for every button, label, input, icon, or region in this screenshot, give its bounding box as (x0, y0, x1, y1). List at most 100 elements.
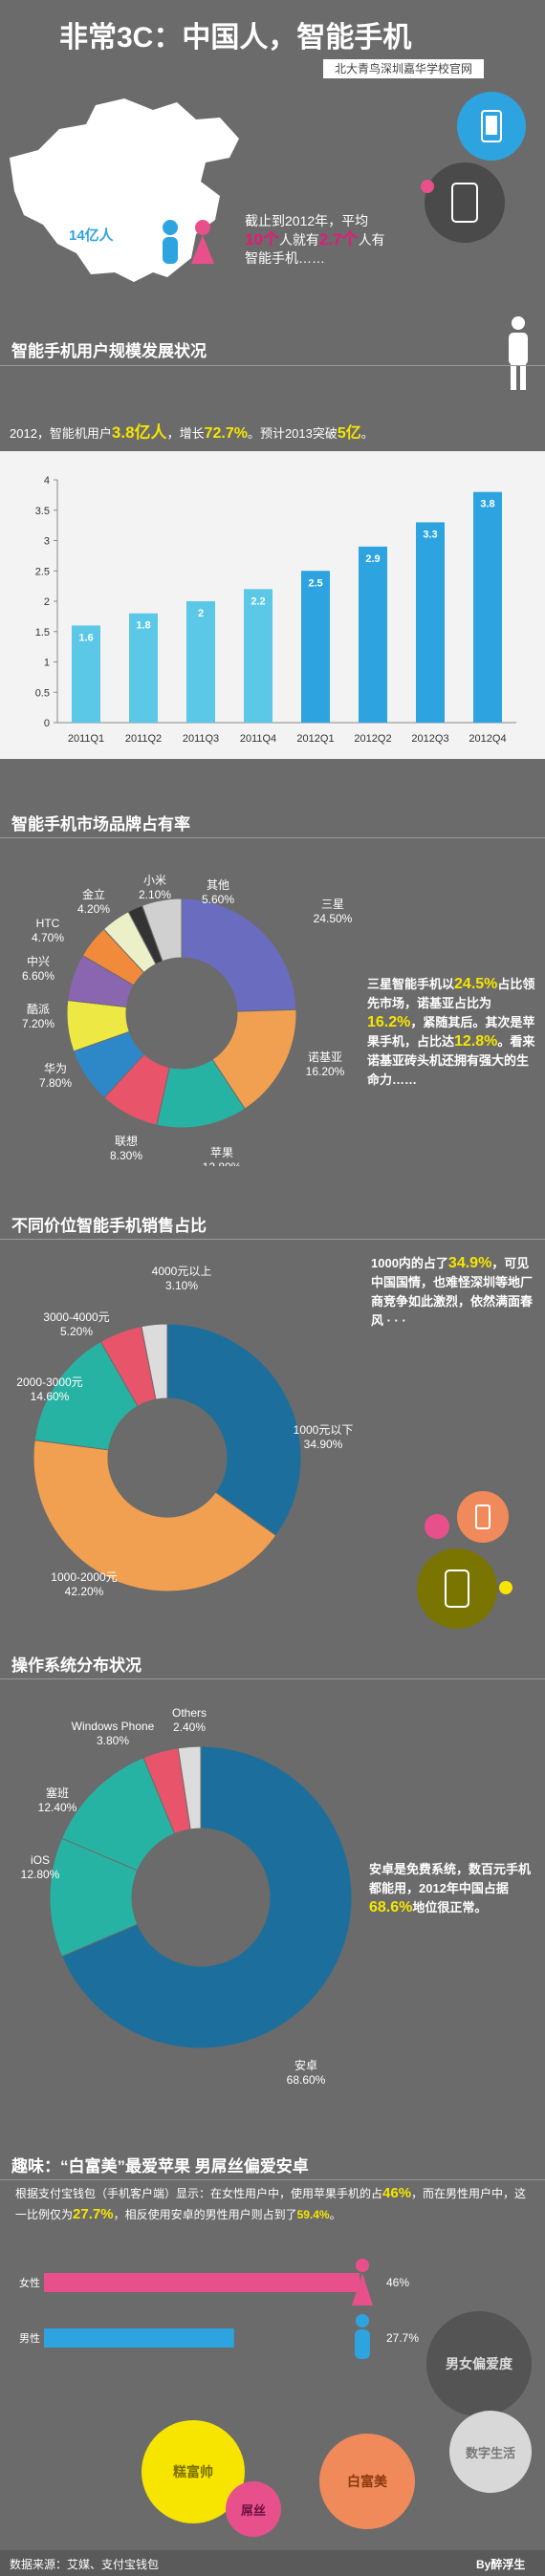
footer-source: 数据来源：艾媒、支付宝钱包 (10, 2558, 160, 2571)
bubble-digital-life: 数字生活 (449, 2411, 532, 2493)
bar-value-label: 46% (386, 2276, 409, 2289)
phone-icon (445, 1569, 469, 1608)
divider (0, 365, 545, 366)
slice-name-label: 诺基亚 (308, 1050, 342, 1064)
bar-value-label: 2.9 (365, 553, 380, 565)
divider (0, 1678, 545, 1679)
phone-bubble-dark (425, 162, 505, 243)
donut-slice (166, 1323, 302, 1537)
phone-icon (451, 183, 478, 223)
people-icon (163, 220, 214, 264)
bar-category-label: 女性 (19, 2276, 40, 2289)
slice-name-label: 金立 (82, 887, 105, 901)
users-bar-chart: 0 0.5 1 1.5 2 2.5 3 3.5 4 1.6 2011Q1 1.8 2011Q2 2 2011… (35, 475, 516, 745)
phone-icon (475, 1504, 490, 1529)
slice-name-label: 其他 (207, 878, 229, 892)
population-label: 14亿人 (69, 227, 114, 244)
slice-name-label: 酷派 (27, 1003, 50, 1016)
donut-slice (142, 898, 183, 963)
divider (0, 2179, 545, 2180)
slice-value-label: 16.20% (306, 1065, 345, 1078)
slice-value-label: 7.20% (22, 1017, 54, 1030)
donut-slice (177, 1745, 202, 1830)
bar (244, 589, 272, 723)
y-tick-label: 4 (44, 475, 50, 487)
gender-bar (44, 2273, 360, 2292)
bar-value-label: 27.7% (386, 2331, 419, 2345)
slice-name-label: 安卓 (294, 2058, 317, 2072)
male-icon (355, 2314, 370, 2359)
slice-name-label: 苹果 (210, 1146, 233, 1159)
divider (0, 837, 545, 838)
slice-value-label: 12.80% (203, 1160, 242, 1166)
section-title-brand: 智能手机市场品牌占有率 (11, 815, 190, 833)
divider (0, 1239, 545, 1240)
slice-value-label: 8.30% (110, 1149, 142, 1162)
bubble-preference: 男女偏爱度 (426, 2311, 532, 2416)
y-tick-label: 1.5 (35, 627, 50, 639)
bar (416, 522, 445, 723)
gender-bar (44, 2328, 234, 2348)
donut-slice (141, 1323, 168, 1400)
footer-author: By醉浮生 (476, 2558, 526, 2571)
slice-value-label: 3.10% (165, 1279, 198, 1292)
phone-bubble-blue (457, 92, 526, 161)
bubble-baifumei: 白富美 (319, 2434, 415, 2529)
slice-value-label: 34.90% (304, 1438, 343, 1451)
y-tick-label: 0 (44, 718, 50, 729)
slice-name-label: iOS (31, 1853, 50, 1867)
section-title-fun: 趣味：“白富美”最爱苹果 男屌丝偏爱安卓 (11, 2157, 309, 2176)
slice-value-label: 24.50% (314, 912, 353, 925)
bar (359, 546, 387, 723)
x-tick-label: 2011Q3 (183, 733, 219, 745)
slice-name-label: 4000元以上 (152, 1265, 212, 1278)
slice-value-label: 68.60% (287, 2073, 326, 2087)
source-badge: 北大青鸟深圳嘉华学校官网 (323, 59, 484, 78)
slice-value-label: 12.80% (21, 1868, 60, 1881)
intro-text: 截止到2012年，平均 10个人就有2.7个人有 智能手机…… (245, 213, 385, 266)
slice-value-label: 2.40% (173, 1721, 206, 1734)
y-tick-label: 3.5 (35, 506, 50, 517)
footer-bar (0, 2550, 545, 2576)
fun-text: 根据支付宝钱包（手机客户端）显示：在女性用户中，使用苹果手机的占46%，而在男性… (15, 2185, 527, 2222)
y-tick-label: 0.5 (35, 687, 50, 699)
bar-value-label: 2 (198, 608, 204, 619)
slice-name-label: Others (172, 1706, 207, 1720)
slice-value-label: 6.60% (22, 969, 54, 983)
slice-name-label: 2000-3000元 (16, 1375, 82, 1389)
y-tick-label: 1 (44, 658, 50, 669)
slice-name-label: 联想 (115, 1134, 138, 1148)
y-tick-label: 3 (44, 536, 50, 548)
slice-name-label: 华为 (44, 1062, 67, 1075)
section-title-price: 不同价位智能手机销售占比 (11, 1217, 207, 1235)
slice-name-label: 中兴 (27, 954, 50, 968)
bar (72, 625, 100, 723)
slice-value-label: 42.20% (65, 1585, 104, 1598)
donut-slice (60, 1745, 353, 2049)
slice-value-label: 2.10% (139, 888, 171, 901)
slice-value-label: 7.80% (39, 1076, 72, 1090)
page-title: 非常3C：中国人，智能手机 (59, 22, 412, 54)
slice-value-label: 12.40% (38, 1801, 77, 1814)
slice-name-label: 1000元以下 (294, 1423, 354, 1437)
phone-bubble-olive (417, 1548, 497, 1629)
x-tick-label: 2011Q2 (125, 733, 162, 745)
slice-name-label: 塞班 (46, 1786, 69, 1800)
brand-note: 三星智能手机以24.5%占比领先市场，诺基亚占比为16.2%，紧随其后。其次是苹… (367, 976, 535, 1087)
donut-slice (33, 1340, 139, 1451)
y-tick-label: 2.5 (35, 566, 50, 577)
x-tick-label: 2012Q1 (296, 733, 334, 745)
gender-bar-chart: 女性 46% 男性 27.7% (19, 2273, 419, 2348)
phone-icon (481, 110, 502, 142)
price-note: 1000内的占了34.9%，可见中国国情，也难怪深圳等地厂商竞争如此激烈，依然满… (371, 1255, 534, 1328)
donut-slice (181, 898, 297, 1012)
section-title-os: 操作系统分布状况 (11, 1656, 142, 1675)
pink-dot (421, 180, 434, 193)
x-tick-label: 2011Q1 (68, 733, 104, 745)
slice-value-label: 5.60% (202, 893, 234, 906)
y-tick-label: 2 (44, 596, 50, 608)
